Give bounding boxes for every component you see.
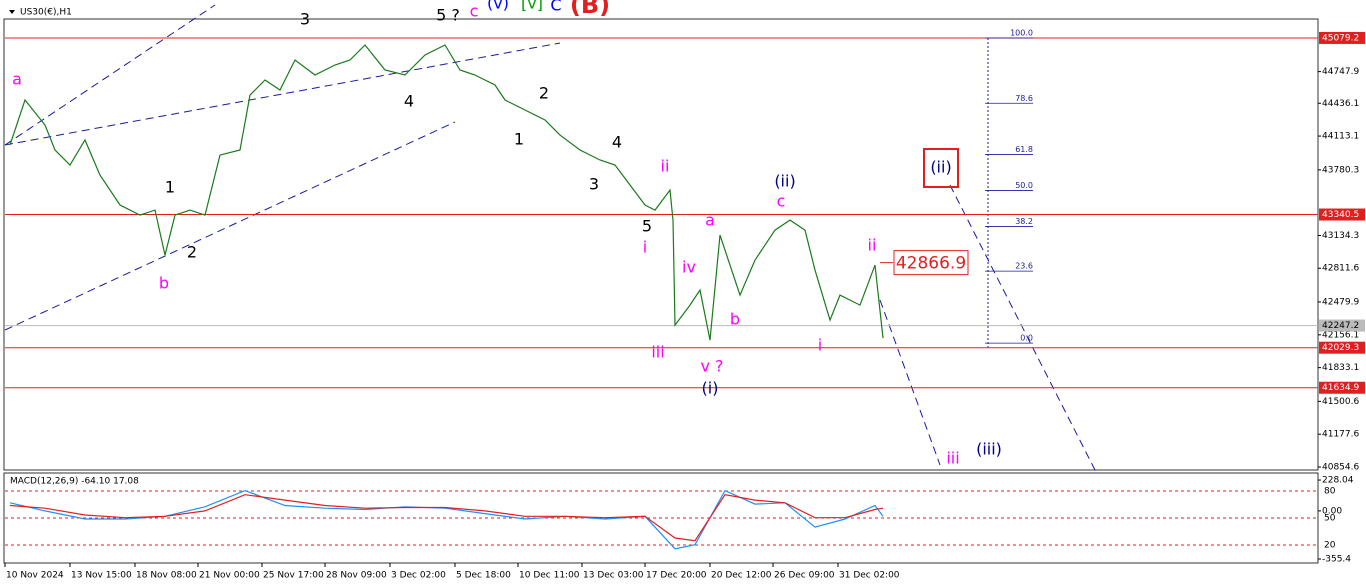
fib-label: 50.0 (1015, 181, 1033, 190)
wave-label: 2 (539, 84, 549, 103)
x-tick-label: 5 Dec 18:00 (456, 571, 511, 581)
wave-label: 4 (404, 92, 414, 111)
wave-label: (i) (702, 379, 719, 398)
trend-line (4, 42, 561, 146)
wave-label: v ? (700, 357, 723, 376)
wave-label: b (730, 310, 740, 329)
macd-title: MACD(12,26,9) -64.10 17.08 (10, 477, 139, 487)
fib-label: 78.6 (1015, 94, 1033, 103)
trend-line (4, 4, 216, 146)
wave-label: (v) (487, 0, 509, 13)
wave-label: 1 (514, 130, 524, 149)
x-tick-label: 25 Nov 17:00 (263, 571, 324, 581)
wave-label: iv (682, 258, 696, 277)
y-tick-label: 43134.3 (1322, 231, 1359, 241)
level-label: 45079.2 (1322, 33, 1359, 43)
x-tick-label: 13 Dec 03:00 (583, 571, 644, 581)
wave-label: 3 (589, 175, 599, 194)
fib-label: 100.0 (1010, 28, 1033, 37)
y-tick-label: 41177.6 (1322, 430, 1359, 440)
price-frame (3, 18, 1319, 471)
fib-label: 38.2 (1015, 217, 1033, 226)
y2-tick-label: 80 (1324, 487, 1336, 497)
wave-label: a (12, 70, 22, 89)
wave-label: b (159, 274, 169, 293)
y-tick-label: 44113.1 (1322, 132, 1359, 142)
y2-tick-label: 50 (1324, 514, 1336, 524)
x-tick-label: 17 Dec 20:00 (646, 571, 707, 581)
wave-label: 3 (300, 10, 310, 29)
wave-label: (ii) (774, 172, 795, 191)
fib-label: 61.8 (1015, 145, 1033, 154)
x-tick-label: 13 Nov 15:00 (71, 571, 132, 581)
wave-label: 1 (165, 178, 175, 197)
wave-label: C (550, 0, 561, 15)
y-tick-label: 0.00 (1322, 506, 1342, 516)
wave-label: i (643, 238, 647, 257)
wave-label: ii (868, 236, 877, 255)
level-label: 42247.2 (1322, 321, 1359, 331)
x-tick-label: 10 Nov 2024 (6, 571, 64, 581)
x-tick-label: 26 Dec 09:00 (774, 571, 835, 581)
y-tick-label: 228.04 (1322, 476, 1354, 486)
x-tick-label: 10 Dec 11:00 (519, 571, 580, 581)
macd-frame (3, 472, 1319, 564)
x-tick-label: 18 Nov 08:00 (136, 571, 197, 581)
y-tick-label: 42156.1 (1322, 330, 1359, 340)
fib-label: 0.0 (1020, 334, 1033, 343)
wave-label: 2 (187, 243, 197, 262)
wave-label: (ii) (930, 158, 951, 177)
menu-arrow[interactable] (9, 10, 15, 14)
projection-line (949, 184, 1096, 471)
wave-label: (iii) (976, 440, 1002, 459)
label-box (923, 148, 959, 188)
callout-box (893, 250, 969, 276)
level-label-bg (1319, 31, 1365, 44)
wave-label: a (705, 211, 715, 230)
level-label: 43340.5 (1322, 210, 1359, 220)
y-tick-label: 41833.1 (1322, 363, 1359, 373)
y-tick-label: 43780.3 (1322, 165, 1359, 175)
wave-label: 5 ? (436, 6, 460, 25)
x-tick-label: 3 Dec 02:00 (391, 571, 446, 581)
y-tick-label: 41500.6 (1322, 397, 1359, 407)
level-label-bg (1319, 381, 1365, 394)
wave-label: 4 (612, 133, 622, 152)
price-callout: 42866.9 (896, 254, 966, 274)
wave-label: iii (651, 343, 664, 362)
chart-title: US30(€),H1 (20, 8, 72, 18)
x-tick-label: 31 Dec 02:00 (839, 571, 900, 581)
wave-label: c (470, 2, 479, 21)
projection-line (879, 299, 941, 466)
series-line (9, 489, 884, 550)
wave-label: i (818, 336, 822, 355)
y-tick-label: -355.4 (1322, 554, 1351, 564)
wave-label: (B) (570, 0, 610, 19)
trend-line (4, 121, 456, 331)
y-tick-label: 44436.1 (1322, 99, 1359, 109)
y-tick-label: 44747.9 (1322, 67, 1359, 77)
level-label: 42029.3 (1322, 343, 1359, 353)
x-tick-label: 20 Dec 12:00 (711, 571, 772, 581)
wave-label: 5 (642, 217, 652, 236)
wave-label: [v] (521, 0, 543, 13)
series-line (9, 44, 884, 341)
y-tick-label: 42811.6 (1322, 264, 1359, 274)
level-label-bg (1319, 319, 1365, 332)
series-line (9, 494, 884, 542)
level-label-bg (1319, 208, 1365, 221)
level-label: 41634.9 (1322, 383, 1359, 393)
level-label-bg (1319, 341, 1365, 354)
y-tick-label: 40854.6 (1322, 462, 1359, 472)
y2-tick-label: 20 (1324, 541, 1336, 551)
x-tick-label: 28 Nov 09:00 (326, 571, 387, 581)
y-tick-label: 42479.9 (1322, 297, 1359, 307)
wave-label: iii (946, 449, 959, 468)
x-tick-label: 21 Nov 00:00 (199, 571, 260, 581)
wave-label: ii (661, 157, 670, 176)
wave-label: c (777, 192, 786, 211)
fib-label: 23.6 (1015, 262, 1033, 271)
